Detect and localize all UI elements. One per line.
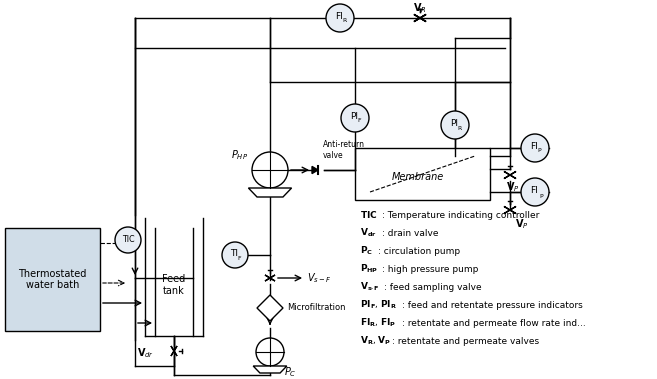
Circle shape	[521, 178, 549, 206]
Polygon shape	[504, 171, 516, 179]
Text: Anti-return
valve: Anti-return valve	[323, 140, 365, 160]
Text: F: F	[357, 119, 361, 124]
Text: $V_{s-F}$: $V_{s-F}$	[307, 271, 332, 285]
Polygon shape	[504, 207, 516, 214]
Circle shape	[115, 227, 141, 253]
FancyBboxPatch shape	[355, 148, 490, 200]
Polygon shape	[312, 166, 318, 174]
Text: PI: PI	[350, 112, 358, 121]
Text: Feed
tank: Feed tank	[162, 274, 186, 296]
Text: Membrane: Membrane	[392, 172, 443, 182]
Circle shape	[326, 4, 354, 32]
Text: Thermostated
water bath: Thermostated water bath	[18, 269, 87, 290]
Text: $\mathbf{P_{HP}}$: $\mathbf{P_{HP}}$	[360, 263, 378, 275]
Polygon shape	[257, 295, 283, 321]
FancyBboxPatch shape	[5, 228, 100, 331]
Text: R: R	[457, 125, 461, 130]
Text: $P_C$: $P_C$	[284, 365, 296, 379]
Circle shape	[341, 104, 369, 132]
Text: : retentate and permeate valves: : retentate and permeate valves	[392, 337, 539, 346]
Polygon shape	[248, 188, 292, 197]
Text: FI: FI	[530, 186, 538, 195]
Polygon shape	[265, 275, 275, 281]
Polygon shape	[253, 366, 287, 373]
Text: P: P	[539, 194, 543, 199]
Circle shape	[252, 152, 288, 188]
Polygon shape	[414, 14, 426, 22]
Text: FI: FI	[530, 142, 538, 151]
Text: $\mathbf{V_R}$, $\mathbf{V_P}$: $\mathbf{V_R}$, $\mathbf{V_P}$	[360, 335, 392, 347]
Text: Microfiltration: Microfiltration	[287, 304, 346, 313]
Text: TIC: TIC	[122, 235, 134, 244]
Text: : drain valve: : drain valve	[382, 229, 438, 238]
Text: : Temperature indicating controller: : Temperature indicating controller	[382, 210, 539, 219]
Circle shape	[222, 242, 248, 268]
Polygon shape	[171, 346, 177, 356]
Text: : feed sampling valve: : feed sampling valve	[384, 282, 482, 291]
Text: : circulation pump: : circulation pump	[378, 246, 460, 255]
Text: PI: PI	[450, 119, 458, 128]
Polygon shape	[504, 207, 516, 214]
Text: : retentate and permeate flow rate ind...: : retentate and permeate flow rate ind..…	[402, 318, 586, 327]
Polygon shape	[265, 275, 275, 281]
Text: FI: FI	[335, 12, 343, 21]
Polygon shape	[414, 14, 426, 22]
Polygon shape	[504, 171, 516, 179]
Text: $\mathbf{V}_P$: $\mathbf{V}_P$	[515, 217, 529, 231]
Text: $\mathbf{V_{s\text{-}F}}$: $\mathbf{V_{s\text{-}F}}$	[360, 281, 379, 293]
Text: $\mathbf{FI_R}$, $\mathbf{FI_P}$: $\mathbf{FI_R}$, $\mathbf{FI_P}$	[360, 317, 396, 329]
Text: $\mathbf{V}_R$: $\mathbf{V}_R$	[413, 1, 427, 15]
Text: $\mathbf{V}_{dr}$: $\mathbf{V}_{dr}$	[137, 346, 154, 360]
Text: $\mathbf{PI_F}$, $\mathbf{PI_R}$: $\mathbf{PI_F}$, $\mathbf{PI_R}$	[360, 299, 397, 311]
Text: $\mathbf{V}_P$: $\mathbf{V}_P$	[506, 180, 520, 194]
Text: TI: TI	[230, 249, 238, 258]
Text: : high pressure pump: : high pressure pump	[382, 265, 478, 274]
Circle shape	[441, 111, 469, 139]
Text: $\mathbf{V_{dr}}$: $\mathbf{V_{dr}}$	[360, 227, 376, 239]
Text: F: F	[238, 255, 241, 260]
Text: $\mathbf{P_C}$: $\mathbf{P_C}$	[360, 245, 373, 257]
Text: : feed and retentate pressure indicators: : feed and retentate pressure indicators	[402, 301, 583, 310]
Polygon shape	[171, 346, 177, 356]
Text: $P_{HP}$: $P_{HP}$	[231, 148, 248, 162]
Text: R: R	[342, 19, 346, 23]
Circle shape	[521, 134, 549, 162]
Text: P: P	[537, 149, 541, 153]
Polygon shape	[414, 14, 426, 22]
Text: $\mathbf{TIC}$: $\mathbf{TIC}$	[360, 210, 378, 221]
Polygon shape	[414, 14, 426, 22]
Circle shape	[256, 338, 284, 366]
